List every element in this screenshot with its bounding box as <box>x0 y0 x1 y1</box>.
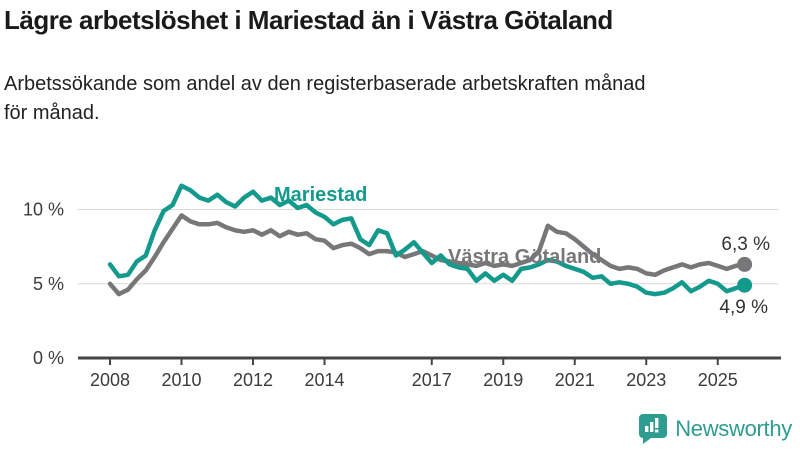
x-tick-label: 2021 <box>555 370 595 390</box>
chart-subtitle-line1: Arbetssökande som andel av den registerb… <box>4 73 646 95</box>
x-tick-label: 2019 <box>483 370 523 390</box>
y-tick-label: 0 % <box>33 348 64 368</box>
mariestad-line <box>107 183 747 297</box>
x-tick-label: 2017 <box>412 370 452 390</box>
x-tick-label: 2008 <box>90 370 130 390</box>
bar-chart-speech-bubble-icon <box>639 414 668 444</box>
x-tick-label: 2025 <box>698 370 738 390</box>
x-tick-label: 2010 <box>161 370 201 390</box>
newsworthy-logo: Newsworthy <box>638 413 792 445</box>
y-tick-label: 5 % <box>33 274 64 294</box>
y-tick-label: 10 % <box>23 200 64 220</box>
chart-subtitle-line2: för månad. <box>4 102 100 124</box>
x-tick-label: 2012 <box>233 370 273 390</box>
gridlines <box>78 209 778 285</box>
x-tick-label: 2023 <box>626 370 666 390</box>
y-axis-labels: 0 % 5 % 10 % <box>23 200 64 369</box>
chart-title: Lägre arbetslöshet i Mariestad än i Väst… <box>4 5 613 35</box>
vastra-gotaland-series-label: Västra Götaland <box>448 246 601 268</box>
x-axis: 2008 2010 2012 2014 2017 2019 2021 2023 2025 <box>78 356 781 390</box>
newsworthy-logo-text: Newsworthy <box>675 416 792 441</box>
mariestad-end-dot <box>737 277 753 293</box>
x-tick-label: 2014 <box>304 370 344 390</box>
mariestad-end-value-label: 4,9 % <box>719 297 768 318</box>
vastra-gotaland-end-dot <box>737 256 753 272</box>
mariestad-series-label: Mariestad <box>274 184 367 206</box>
vastra-gotaland-end-value-label: 6,3 % <box>721 234 770 255</box>
chart-subtitle: Arbetssökande som andel av den registerb… <box>4 70 796 128</box>
vastra-gotaland-line <box>107 213 747 297</box>
